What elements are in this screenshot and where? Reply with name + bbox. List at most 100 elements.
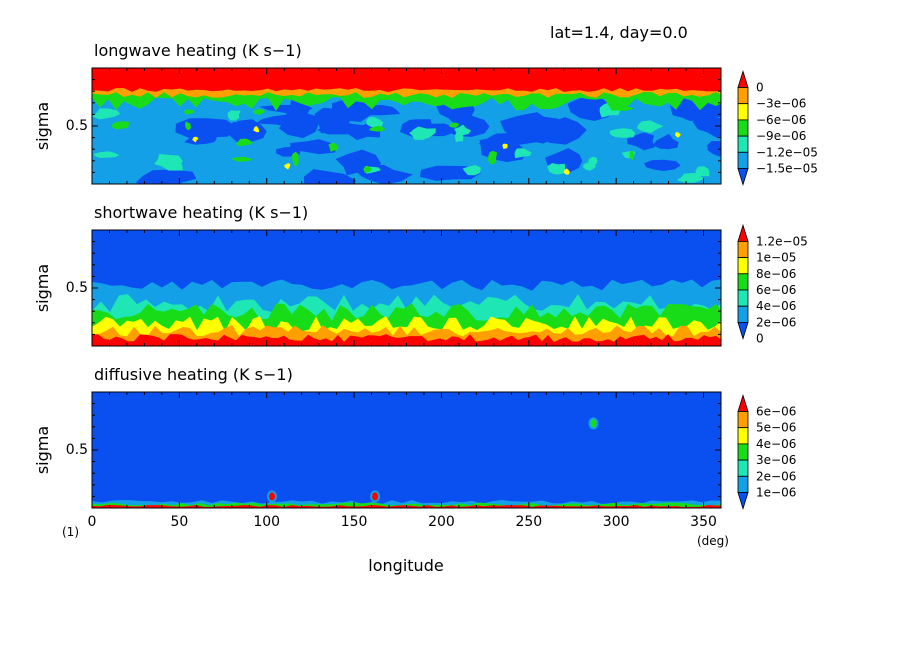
longwave-contour-yellow bbox=[253, 126, 260, 133]
colorbar-box bbox=[737, 273, 749, 291]
longwave-contour-green bbox=[328, 142, 339, 152]
longwave-contour-blue bbox=[175, 118, 239, 139]
colorbar-level-label: 0 bbox=[756, 332, 764, 346]
colorbar-arrow-top bbox=[737, 393, 749, 412]
longwave-contour-blue bbox=[692, 115, 721, 139]
longwave-contour-blue bbox=[184, 133, 217, 145]
diffusive-ylabel: sigma bbox=[33, 426, 52, 474]
colorbar-box bbox=[737, 103, 749, 121]
longwave-contour-teal bbox=[514, 148, 532, 159]
diffusive-heatmap bbox=[92, 392, 721, 508]
shortwave-ytick-label: 0.5 bbox=[66, 280, 88, 296]
corner-label: (1) bbox=[62, 525, 79, 539]
colorbar-box bbox=[737, 427, 749, 445]
longwave-contour-blue bbox=[644, 159, 681, 171]
longwave-contour-green bbox=[487, 150, 498, 165]
longwave-colorbar: 0 −3e−06 −6e−06 −9e−06 −1.2e−05 −1.5e−05 bbox=[737, 69, 818, 187]
longwave-ticks bbox=[91, 67, 722, 185]
colorbar-level-label: 0 bbox=[756, 81, 764, 95]
longwave-contour-blue bbox=[229, 119, 267, 143]
colorbar-arrow-top bbox=[737, 223, 749, 242]
colorbar-box bbox=[737, 257, 749, 275]
diffusive-ytick-label: 0.5 bbox=[66, 442, 88, 458]
longwave-contour-blue bbox=[707, 141, 721, 157]
colorbar-level-label: 2e−06 bbox=[756, 315, 796, 329]
longwave-ytick-label: 0.5 bbox=[66, 118, 88, 134]
longwave-contour-teal bbox=[609, 128, 636, 138]
diffusive-panel: diffusive heating (K s−1) sigma 0.5 6e−0… bbox=[33, 365, 796, 575]
figure-title: lat=1.4, day=0.0 bbox=[550, 23, 688, 42]
diffusive-colorbar: 6e−06 5e−06 4e−06 3e−06 2e−06 1e−06 bbox=[737, 393, 796, 511]
diffusive-band-blue bbox=[92, 392, 721, 508]
shortwave-ylabel: sigma bbox=[33, 264, 52, 312]
diffusive-spot bbox=[372, 492, 379, 501]
longwave-contour-green bbox=[111, 121, 130, 130]
x-tick-labels: 0 50 100 150 200 250 300 350 bbox=[88, 514, 717, 530]
diffusive-title: diffusive heating (K s−1) bbox=[94, 365, 293, 384]
colorbar-box bbox=[737, 151, 749, 169]
colorbar-box bbox=[737, 87, 749, 105]
colorbar-box bbox=[737, 459, 749, 477]
colorbar-level-label: −6e−06 bbox=[756, 113, 806, 127]
longwave-contour-green bbox=[369, 125, 386, 132]
colorbar-box bbox=[737, 443, 749, 461]
longwave-contour-teal bbox=[454, 131, 464, 143]
longwave-ylabel: sigma bbox=[33, 102, 52, 150]
longwave-contour-yellow bbox=[675, 132, 681, 138]
longwave-contour-yellow bbox=[284, 163, 291, 170]
colorbar-level-label: 4e−06 bbox=[756, 437, 796, 451]
colorbar-arrow-top bbox=[737, 69, 749, 88]
longwave-contour-teal bbox=[366, 117, 384, 129]
shortwave-colorbar: 1.2e−05 1e−05 8e−06 6e−06 4e−06 2e−06 0 bbox=[737, 223, 808, 346]
longwave-contour-green bbox=[291, 151, 299, 167]
colorbar-level-label: 1.2e−05 bbox=[756, 234, 808, 248]
longwave-contour-teal bbox=[547, 163, 566, 175]
x-tick-label: 0 bbox=[88, 514, 97, 530]
longwave-contour-blue bbox=[331, 97, 376, 122]
colorbar-level-label: −9e−06 bbox=[756, 129, 806, 143]
x-tick-label: 300 bbox=[603, 514, 630, 530]
colorbar-level-label: −1.5e−05 bbox=[756, 162, 818, 176]
colorbar-level-label: 1e−06 bbox=[756, 486, 796, 500]
x-tick-label: 50 bbox=[170, 514, 188, 530]
diffusive-spot bbox=[268, 492, 275, 501]
longwave-contour-blue bbox=[135, 169, 197, 184]
shortwave-panel: shortwave heating (K s−1) sigma 0.5 1.2e… bbox=[33, 203, 808, 347]
colorbar-box bbox=[737, 305, 749, 323]
longwave-contour-teal bbox=[154, 153, 183, 170]
longwave-contour-teal bbox=[695, 166, 710, 177]
colorbar-level-label: 4e−06 bbox=[756, 299, 796, 313]
longwave-contour-yellow bbox=[192, 136, 199, 143]
longwave-contour-green bbox=[184, 109, 195, 115]
colorbar-box bbox=[737, 240, 749, 258]
longwave-contour-teal bbox=[227, 110, 241, 121]
longwave-contour-green bbox=[629, 151, 635, 161]
x-axis-label: longitude bbox=[368, 556, 443, 575]
colorbar-box bbox=[737, 135, 749, 153]
colorbar-arrow-bottom bbox=[737, 492, 749, 511]
shortwave-heatmap bbox=[92, 230, 721, 346]
x-unit-label: (deg) bbox=[697, 534, 729, 548]
longwave-panel: longwave heating (K s−1) sigma 0.5 0 −3e−… bbox=[33, 41, 818, 187]
longwave-contour-blue bbox=[303, 169, 357, 184]
colorbar-arrow-bottom bbox=[737, 321, 749, 340]
colorbar-level-label: 1e−05 bbox=[756, 251, 796, 265]
longwave-contour-teal bbox=[677, 172, 704, 183]
longwave-contour-blue bbox=[290, 139, 338, 155]
diffusive-ticks bbox=[91, 391, 722, 509]
shortwave-ticks bbox=[91, 229, 722, 347]
longwave-contour-teal bbox=[462, 165, 481, 176]
x-tick-label: 350 bbox=[690, 514, 717, 530]
colorbar-level-label: 5e−06 bbox=[756, 421, 796, 435]
x-tick-label: 200 bbox=[428, 514, 455, 530]
colorbar-arrow-bottom bbox=[737, 168, 749, 187]
colorbar-level-label: 8e−06 bbox=[756, 267, 796, 281]
colorbar-box bbox=[737, 411, 749, 429]
longwave-contour-green bbox=[235, 138, 253, 147]
longwave-contour-yellow bbox=[502, 143, 508, 150]
x-tick-label: 250 bbox=[515, 514, 542, 530]
longwave-contour-teal bbox=[636, 120, 664, 133]
colorbar-level-label: 6e−06 bbox=[756, 405, 796, 419]
colorbar-box bbox=[737, 119, 749, 137]
